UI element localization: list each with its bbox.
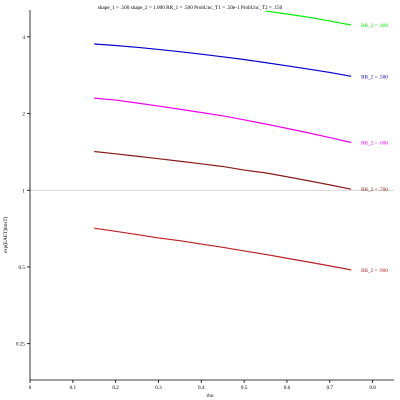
x-tick-label: 0.6 xyxy=(284,385,291,391)
plot-area: 0 0.1 0.2 0.3 0.4 0.5 0.6 0.7 0.8 0.25 0.5 1 2 4 RR_2 … xyxy=(16,10,394,391)
chart-title: shape_1 = .500 shape_2 = 1.000 RR_1 = .5… xyxy=(98,5,283,11)
x-tick-label: 0.3 xyxy=(155,385,162,391)
x-tick-label: 0.4 xyxy=(198,385,205,391)
series-label-5: RR_2 = .800 xyxy=(361,268,388,274)
x-tick-label: 0.8 xyxy=(369,385,376,391)
x-tick-label: 0.1 xyxy=(70,385,77,391)
y-tick-label: 0.25 xyxy=(16,342,25,348)
x-axis-label: rho xyxy=(207,393,214,399)
series-line-1 xyxy=(265,10,352,26)
x-tick-label: 0 xyxy=(29,385,32,391)
series-label-2: RR_2 = .500 xyxy=(361,74,388,80)
y-axis-label: exp(EAET)lmsT) xyxy=(2,216,9,253)
y-tick-label: 1 xyxy=(22,188,25,194)
x-tick-label: 0.2 xyxy=(112,385,119,391)
series-line-2 xyxy=(94,43,352,77)
series-label-1: RR_2 = .400 xyxy=(361,23,388,29)
series-line-5 xyxy=(94,227,352,271)
series-label-3: RR_2 = .600 xyxy=(361,140,388,146)
series-label-4: RR_2 = .700 xyxy=(361,187,388,193)
y-tick-label: 2 xyxy=(22,112,25,118)
x-tick-label: 0.5 xyxy=(241,385,248,391)
series-line-3 xyxy=(94,97,352,144)
series-line-4 xyxy=(94,150,352,190)
y-tick-label: 0.5 xyxy=(19,265,26,271)
y-tick-label: 4 xyxy=(22,35,25,41)
x-tick-label: 0.7 xyxy=(327,385,334,391)
